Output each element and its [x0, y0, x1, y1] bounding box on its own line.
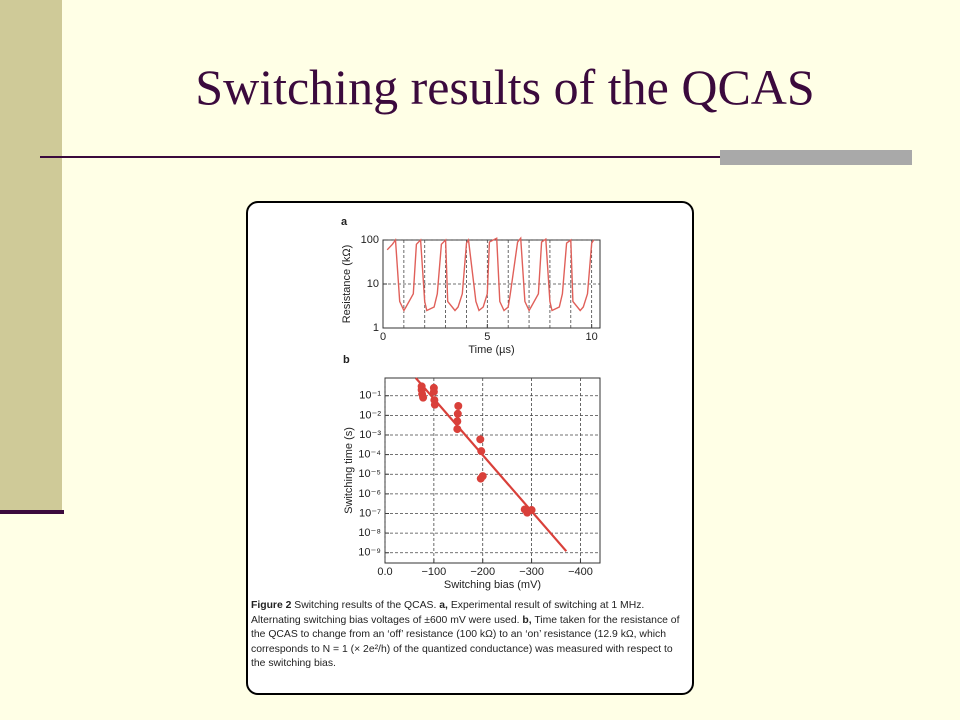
caption-run: b,	[522, 614, 532, 626]
y-tick-label: 10⁻⁵	[358, 468, 381, 480]
x-tick-label: −300	[519, 566, 544, 578]
y-tick-label: 100	[361, 234, 379, 246]
y-tick-label: 10⁻⁸	[358, 527, 381, 539]
data-point	[527, 506, 536, 515]
y-tick-label: 10⁻³	[359, 429, 381, 441]
slide-title: Switching results of the QCAS	[195, 59, 815, 115]
x-tick-label: 10	[586, 331, 598, 343]
data-point	[477, 447, 486, 456]
caption-run: Experimental result of switching at 1 MH…	[251, 600, 645, 626]
data-line	[386, 236, 595, 313]
caption-run: a,	[439, 600, 448, 611]
fit-line	[414, 377, 568, 552]
data-point	[419, 393, 428, 402]
y-tick-label: 10	[367, 278, 379, 290]
figure: a 0 5 10 1 10 100 Time (µs) Resistance (kΩ) b 0.0 −…	[246, 201, 694, 695]
y-tick-label: 10⁻¹	[359, 390, 381, 402]
title-rule-accent	[720, 150, 912, 165]
x-axis-label: Time (µs)	[468, 344, 514, 356]
y-tick-label: 10⁻⁴	[358, 449, 381, 461]
y-tick-label: 10⁻²	[359, 409, 381, 421]
plot-frame	[384, 377, 601, 564]
caption-run: Time taken for the resistance of the QCA…	[251, 614, 680, 670]
x-tick-label: −200	[470, 566, 495, 578]
side-bar	[0, 0, 62, 510]
data-point	[453, 425, 462, 434]
y-tick-label: 10⁻⁶	[358, 488, 381, 500]
x-tick-label: −400	[568, 566, 593, 578]
data-point	[454, 401, 463, 410]
figure-caption: Figure 2 Switching results of the QCAS. …	[251, 599, 689, 672]
data-point	[453, 409, 462, 418]
y-axis-label: Resistance (kΩ)	[341, 245, 353, 324]
x-axis-label: Switching bias (mV)	[444, 579, 541, 591]
x-tick-label: 5	[484, 331, 490, 343]
data-point	[430, 400, 439, 409]
y-axis-label: Switching time (s)	[343, 427, 355, 514]
title-rule	[40, 156, 912, 158]
data-point	[476, 435, 485, 444]
data-point	[429, 387, 438, 396]
x-tick-label: 0.0	[377, 566, 392, 578]
x-tick-label: −100	[421, 566, 446, 578]
figure-charts: a 0 5 10 1 10 100 Time (µs) Resistance (kΩ) b 0.0 −…	[341, 216, 601, 591]
panel-label: a	[341, 216, 348, 228]
side-bar-foot	[0, 510, 64, 514]
data-point	[476, 474, 485, 483]
x-tick-label: 0	[380, 331, 386, 343]
y-tick-label: 10⁻⁷	[359, 507, 381, 519]
caption-run: Switching results of the QCAS.	[291, 600, 440, 611]
data-point	[453, 417, 462, 426]
y-tick-label: 1	[373, 322, 379, 334]
panel-label: b	[343, 354, 350, 366]
caption-run: Figure 2	[251, 600, 292, 611]
y-tick-label: 10⁻⁹	[358, 547, 381, 559]
